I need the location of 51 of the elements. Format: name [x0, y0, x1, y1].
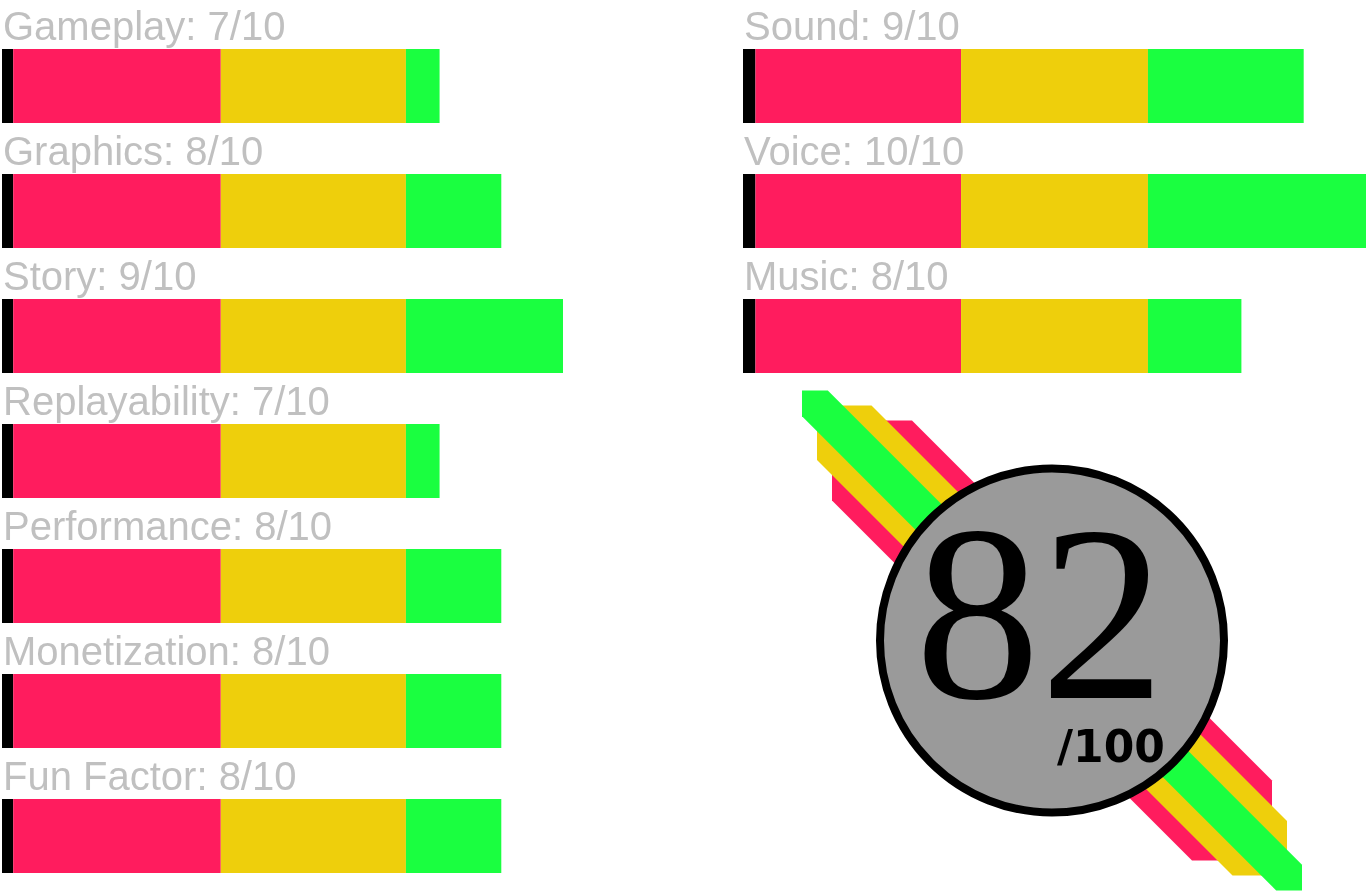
bar [13, 549, 221, 623]
bar [2, 49, 14, 123]
bar [1147, 174, 1366, 248]
bar [405, 799, 502, 873]
bar [220, 299, 406, 373]
y-tick-label: Monetization: 8/10 [3, 629, 330, 673]
bar [755, 174, 962, 248]
y-tick-label: Graphics: 8/10 [3, 129, 264, 173]
text: /100 [1057, 721, 1165, 772]
bar [13, 674, 221, 748]
y-tick-label: Story: 9/10 [3, 254, 197, 298]
bar [743, 174, 756, 248]
bar [405, 299, 563, 373]
y-tick-label: Voice: 10/10 [744, 129, 965, 173]
bar [220, 674, 406, 748]
bar [2, 674, 14, 748]
bar [220, 49, 406, 123]
bar [405, 549, 502, 623]
y-tick-label: Sound: 9/10 [744, 4, 960, 48]
bar [2, 174, 14, 248]
bar [13, 424, 221, 498]
bar [755, 49, 962, 123]
bar [755, 299, 962, 373]
bar [1147, 299, 1242, 373]
y-tick-label: Performance: 8/10 [3, 504, 333, 548]
y-tick-label: Replayability: 7/10 [3, 379, 330, 423]
bar [2, 549, 14, 623]
bar [13, 174, 221, 248]
bar [13, 799, 221, 873]
bar [2, 299, 14, 373]
bar [405, 49, 440, 123]
y-tick-label: Gameplay: 7/10 [3, 4, 286, 48]
bar [961, 174, 1148, 248]
bar [743, 49, 756, 123]
bar [405, 174, 502, 248]
bar [961, 49, 1148, 123]
bar [2, 424, 14, 498]
bar [220, 424, 406, 498]
bar [220, 799, 406, 873]
bar [961, 299, 1148, 373]
bar [405, 674, 502, 748]
bar [2, 799, 14, 873]
bar [13, 49, 221, 123]
bar [220, 174, 406, 248]
bar [13, 299, 221, 373]
y-tick-label: Fun Factor: 8/10 [3, 754, 297, 798]
y-tick-label: Music: 8/10 [744, 254, 949, 298]
bar [220, 549, 406, 623]
bar [405, 424, 440, 498]
bar [1147, 49, 1304, 123]
bar [743, 299, 756, 373]
